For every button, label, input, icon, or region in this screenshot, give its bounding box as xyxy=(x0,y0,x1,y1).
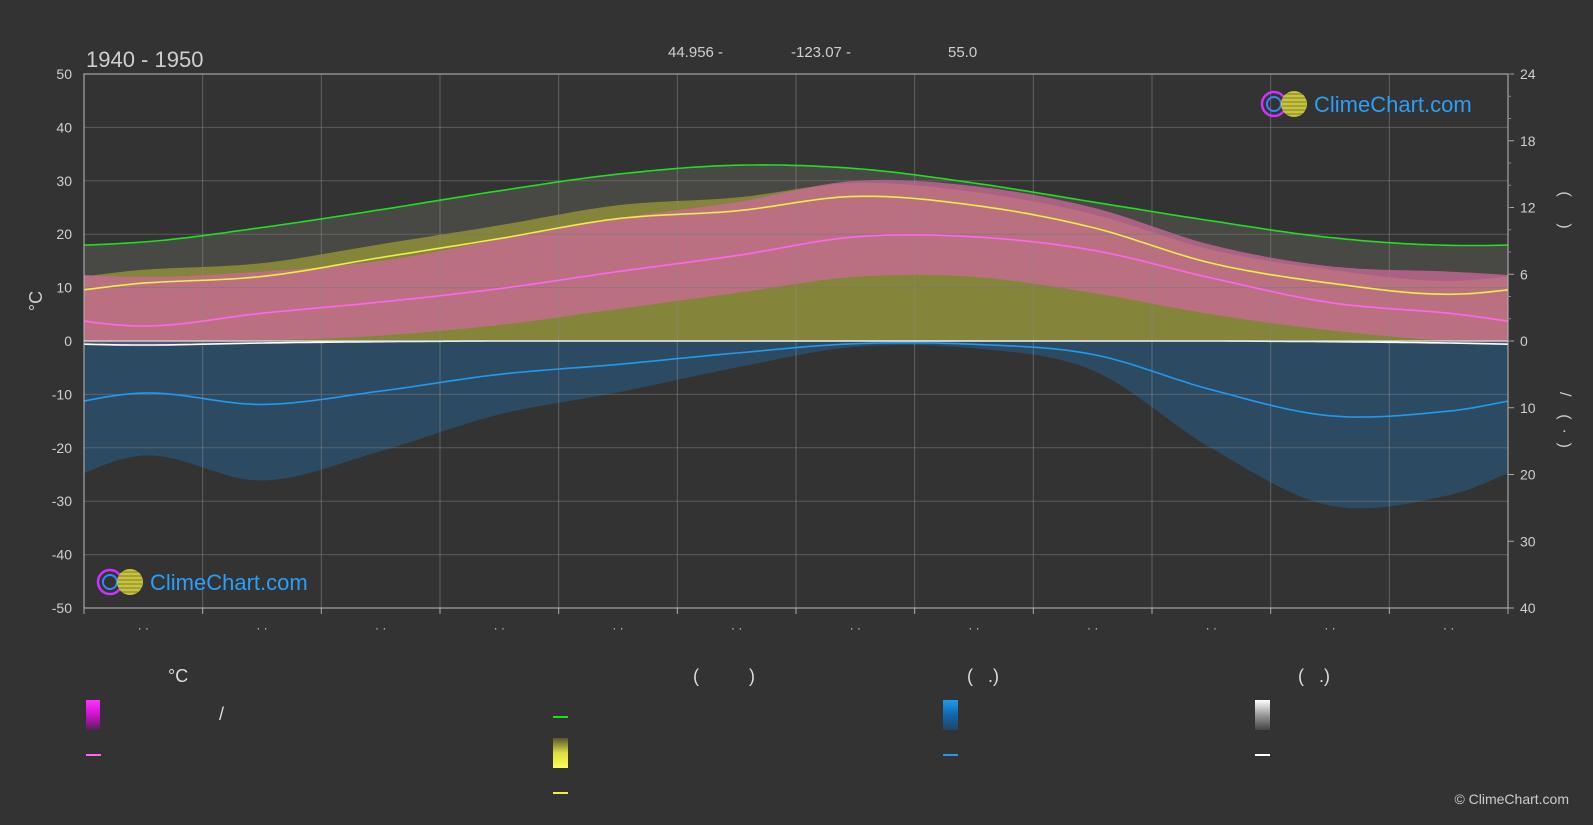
x-month-label: · · xyxy=(1206,621,1217,635)
y-tick-left: -10 xyxy=(52,386,72,402)
copyright-text: © ClimeChart.com xyxy=(1454,791,1569,807)
climechart-logo: ClimeChart.com xyxy=(1260,90,1472,118)
climechart-logo: ClimeChart.com xyxy=(96,568,308,596)
x-month-label: · · xyxy=(1087,621,1098,635)
longitude-label: -123.07 - xyxy=(791,44,851,61)
y-axis-label-right-top: ( ) xyxy=(1556,191,1573,228)
y-tick-left: 10 xyxy=(56,280,72,296)
y-tick-left: 20 xyxy=(56,226,72,242)
legend-rain-swatch xyxy=(943,700,958,730)
legend-sunshine-line xyxy=(553,792,568,794)
y-tick-left: 40 xyxy=(56,119,72,135)
y-tick-left: 50 xyxy=(56,66,72,82)
y-tick-right-hours: 12 xyxy=(1520,200,1536,216)
y-tick-right-hours: 6 xyxy=(1520,266,1528,282)
temp-mean-line xyxy=(84,234,1508,327)
precip-line xyxy=(84,342,1508,418)
y-tick-left: -20 xyxy=(52,440,72,456)
y-tick-right-precip: 40 xyxy=(1520,600,1536,616)
x-month-label: · · xyxy=(138,621,149,635)
legend-snow-header: ( .) xyxy=(1298,666,1330,686)
y-tick-right-precip: 10 xyxy=(1520,400,1536,416)
legend-temp-range-swatch xyxy=(86,700,100,730)
legend-snow-swatch xyxy=(1255,700,1270,730)
legend-daylight-line xyxy=(553,716,568,718)
legend-rain-header: ( .) xyxy=(967,666,999,686)
latitude-label: 44.956 - xyxy=(668,44,723,61)
y-tick-right-hours: 24 xyxy=(1520,66,1536,82)
legend-temp-header: °C xyxy=(168,666,189,686)
y-tick-left: -50 xyxy=(52,600,72,616)
legend-temp-mean-line xyxy=(86,754,101,756)
y-tick-right-hours: 18 xyxy=(1520,133,1536,149)
logo-text: ClimeChart.com xyxy=(1314,92,1472,117)
y-tick-left: -40 xyxy=(52,547,72,563)
legend-rain-line xyxy=(943,754,958,756)
x-month-label: · · xyxy=(612,621,623,635)
x-month-label: · · xyxy=(375,621,386,635)
elevation-label: 55.0 xyxy=(948,44,977,61)
sunshine-line xyxy=(84,195,1508,296)
x-month-label: · · xyxy=(850,621,861,635)
x-month-label: · · xyxy=(494,621,505,635)
y-axis-label-right-bottom: / ( · ) xyxy=(1556,392,1573,448)
y-tick-left: -30 xyxy=(52,493,72,509)
logo-sun-icon xyxy=(1281,91,1307,117)
y-tick-right-precip: 30 xyxy=(1520,533,1536,549)
daylight-line xyxy=(84,164,1508,247)
chart-years-title: 1940 - 1950 xyxy=(86,47,203,72)
x-month-label: · · xyxy=(1443,621,1454,635)
y-tick-right-hours: 0 xyxy=(1520,333,1528,349)
legend-snow-line xyxy=(1255,754,1270,756)
y-axis-label-left: °C xyxy=(26,291,46,311)
x-month-label: · · xyxy=(1324,621,1335,635)
y-tick-left: 0 xyxy=(64,333,72,349)
legend-temp-range-separator: / xyxy=(219,704,225,724)
x-month-label: · · xyxy=(256,621,267,635)
legend-sunshine-swatch xyxy=(553,738,568,768)
logo-sun-icon xyxy=(117,569,143,595)
logo-text: ClimeChart.com xyxy=(150,570,308,595)
legend-sunshine-header: ( ) xyxy=(693,666,755,686)
x-month-label: · · xyxy=(731,621,742,635)
y-tick-right-precip: 20 xyxy=(1520,467,1536,483)
y-tick-left: 30 xyxy=(56,173,72,189)
x-month-label: · · xyxy=(968,621,979,635)
